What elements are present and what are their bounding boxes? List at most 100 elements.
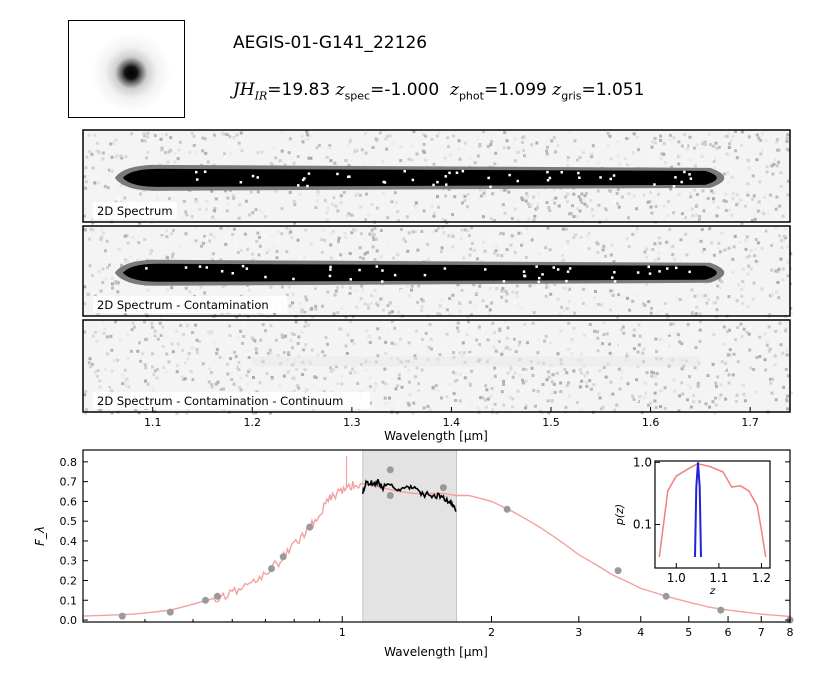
noise-pixel (390, 341, 394, 345)
noise-pixel (365, 329, 369, 333)
noise-pixel (339, 374, 343, 378)
noise-pixel (581, 302, 585, 305)
noise-pixel (653, 375, 657, 379)
noise-pixel (461, 193, 465, 196)
x-tick-label-pz: 1.2 (752, 571, 771, 585)
noise-pixel (660, 296, 664, 300)
noise-pixel (763, 195, 767, 199)
noise-pixel (258, 196, 262, 200)
noise-pixel (193, 379, 197, 382)
noise-pixel (706, 374, 710, 378)
noise-pixel (264, 215, 268, 219)
noise-pixel (575, 215, 579, 219)
noise-pixel (506, 371, 510, 375)
bad-pixel (658, 270, 661, 273)
noise-pixel (578, 209, 582, 213)
noise-pixel (407, 403, 411, 407)
noise-pixel (596, 161, 600, 165)
noise-pixel (103, 358, 107, 362)
noise-pixel (780, 334, 784, 338)
noise-pixel (475, 257, 479, 261)
noise-pixel (777, 234, 781, 238)
noise-pixel (405, 285, 409, 289)
noise-pixel (710, 241, 714, 245)
bad-pixel (245, 267, 249, 270)
noise-pixel (502, 206, 506, 210)
noise-pixel (662, 347, 665, 351)
noise-pixel (604, 254, 607, 258)
noise-pixel (313, 380, 316, 384)
residual-band (252, 356, 701, 367)
noise-pixel (291, 301, 294, 305)
noise-pixel (421, 133, 425, 137)
noise-pixel (235, 240, 239, 244)
noise-pixel (689, 191, 693, 195)
noise-pixel (239, 376, 243, 380)
noise-pixel (466, 148, 470, 152)
noise-pixel (171, 350, 175, 354)
noise-pixel (638, 395, 642, 398)
noise-pixel (654, 337, 658, 341)
sed-frame (82, 449, 791, 623)
noise-pixel (233, 365, 237, 369)
noise-pixel (572, 326, 576, 330)
noise-pixel (725, 330, 729, 334)
noise-pixel (495, 244, 499, 248)
noise-pixel (754, 238, 758, 241)
noise-pixel (460, 228, 464, 232)
noise-pixel (530, 366, 534, 370)
noise-pixel (606, 340, 610, 344)
noise-pixel (750, 219, 754, 223)
noise-pixel (544, 291, 547, 295)
noise-pixel (306, 133, 310, 137)
noise-pixel (586, 371, 589, 375)
noise-pixel (458, 372, 462, 376)
noise-pixel (237, 335, 241, 339)
noise-pixel (704, 143, 708, 146)
noise-pixel (501, 287, 505, 290)
noise-pixel (765, 340, 769, 344)
bad-pixel (578, 176, 581, 179)
noise-pixel (590, 153, 594, 157)
noise-pixel (739, 144, 743, 147)
bad-pixel (566, 270, 570, 273)
bad-pixel (538, 276, 541, 280)
noise-pixel (659, 309, 663, 313)
noise-pixel (387, 329, 391, 333)
panel-frame (82, 225, 791, 317)
noise-pixel (441, 226, 445, 230)
noise-pixel (704, 402, 708, 406)
bad-pixel (328, 274, 332, 278)
noise-pixel (762, 163, 766, 167)
noise-pixel (653, 399, 657, 403)
noise-pixel (632, 334, 636, 338)
noise-pixel (566, 381, 570, 385)
noise-pixel (298, 158, 302, 162)
noise-pixel (127, 385, 131, 389)
noise-pixel (547, 375, 551, 379)
noise-pixel (351, 367, 355, 371)
noise-pixel (764, 229, 768, 233)
bad-pixel (205, 266, 208, 269)
noise-pixel (171, 228, 175, 232)
noise-pixel (106, 180, 110, 184)
bad-pixel (546, 179, 550, 182)
noise-pixel (179, 377, 183, 381)
noise-pixel (441, 217, 445, 221)
noise-pixel (579, 198, 582, 202)
noise-pixel (493, 366, 497, 370)
noise-pixel (472, 283, 476, 287)
noise-pixel (296, 155, 300, 159)
noise-pixel (348, 371, 352, 375)
noise-pixel (270, 197, 273, 201)
noise-pixel (609, 380, 613, 384)
noise-pixel (156, 337, 160, 341)
noise-pixel (501, 203, 505, 207)
noise-pixel (635, 135, 639, 139)
panel-label: 2D Spectrum - Contamination - Continuum (97, 394, 343, 408)
noise-pixel (698, 215, 702, 218)
noise-pixel (304, 228, 308, 232)
noise-pixel (777, 296, 781, 300)
noise-pixel (326, 191, 330, 195)
bad-pixel (523, 274, 527, 278)
